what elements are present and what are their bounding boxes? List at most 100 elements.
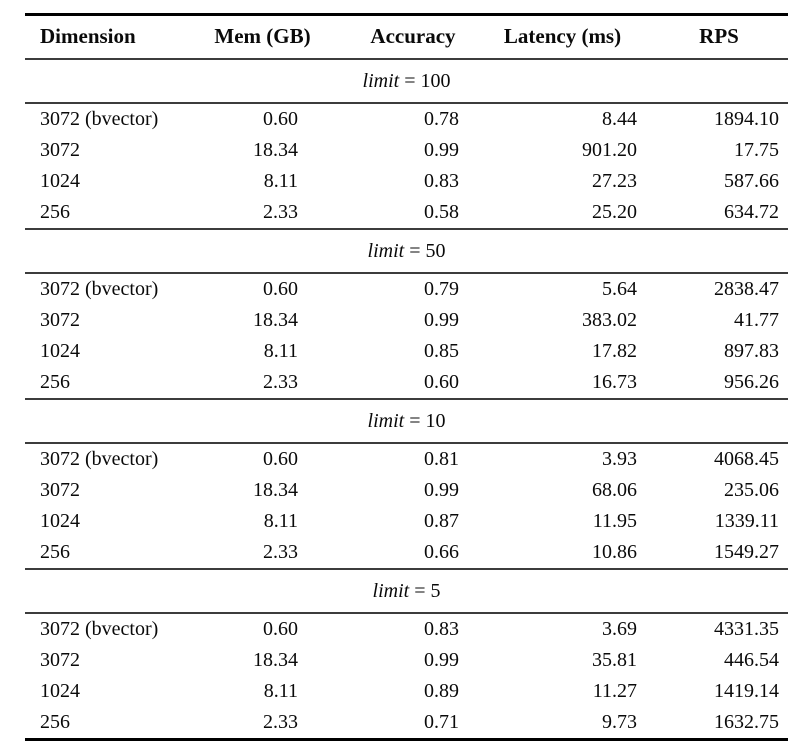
cell-rps: 587.66 [724, 170, 779, 192]
cell-latency: 10.86 [592, 541, 637, 563]
table-row: 3072 (bvector) 0.60 0.81 3.93 4068.45 [25, 443, 788, 475]
cell-latency: 68.06 [592, 479, 637, 501]
table-row: 3072 18.34 0.99 383.02 41.77 [25, 305, 788, 336]
section-header-limit-50: limit = 50 [25, 228, 788, 274]
cell-dimension: 3072 (bvector) [40, 278, 159, 300]
cell-dimension: 1024 [40, 340, 80, 362]
cell-rps: 897.83 [724, 340, 779, 362]
col-header-mem: Mem (GB) [210, 13, 315, 60]
cell-accuracy: 0.87 [424, 510, 459, 532]
col-header-latency: Latency (ms) [475, 13, 650, 60]
section-title-rest: = 10 [409, 410, 446, 432]
table-row: 3072 18.34 0.99 901.20 17.75 [25, 135, 788, 166]
table-row: 3072 18.34 0.99 68.06 235.06 [25, 475, 788, 506]
cell-mem: 0.60 [263, 448, 298, 470]
col-header-rps: RPS [650, 13, 788, 60]
cell-latency: 11.27 [592, 680, 637, 702]
cell-mem: 8.11 [263, 170, 298, 192]
cell-accuracy: 0.83 [424, 170, 459, 192]
cell-rps: 41.77 [734, 309, 779, 331]
cell-accuracy: 0.99 [424, 309, 459, 331]
cell-dimension: 3072 [40, 479, 80, 501]
section-header-limit-5: limit = 5 [25, 568, 788, 614]
cell-dimension: 256 [40, 541, 70, 563]
col-header-accuracy: Accuracy [315, 13, 475, 60]
cell-accuracy: 0.78 [424, 108, 459, 130]
cell-latency: 9.73 [475, 707, 650, 741]
cell-accuracy: 0.85 [424, 340, 459, 362]
cell-rps: 1339.11 [714, 510, 779, 532]
cell-rps: 446.54 [724, 649, 779, 671]
cell-dimension: 3072 (bvector) [40, 448, 159, 470]
cell-mem: 0.60 [263, 278, 298, 300]
table-row: 256 2.33 0.60 16.73 956.26 [25, 367, 788, 399]
cell-latency: 35.81 [592, 649, 637, 671]
cell-mem: 8.11 [263, 510, 298, 532]
cell-mem: 8.11 [263, 680, 298, 702]
cell-dimension: 3072 [40, 309, 80, 331]
section-title-rest: = 100 [404, 70, 451, 92]
cell-rps: 1894.10 [714, 108, 779, 130]
cell-latency: 25.20 [592, 201, 637, 223]
cell-dimension: 3072 (bvector) [40, 618, 159, 640]
cell-accuracy: 0.99 [424, 649, 459, 671]
section-title-var: limit [372, 580, 410, 602]
section-title: limit = 5 [25, 568, 788, 614]
cell-mem: 2.33 [263, 541, 298, 563]
cell-rps: 1549.27 [714, 541, 779, 563]
cell-latency: 3.93 [602, 448, 637, 470]
table-row: 3072 (bvector) 0.60 0.79 5.64 2838.47 [25, 273, 788, 305]
cell-mem: 18.34 [253, 139, 298, 161]
cell-rps: 1632.75 [650, 707, 788, 741]
cell-rps: 4068.45 [714, 448, 779, 470]
cell-latency: 901.20 [582, 139, 637, 161]
section-title-var: limit [362, 70, 400, 92]
cell-rps: 235.06 [724, 479, 779, 501]
cell-dimension: 1024 [40, 510, 80, 532]
cell-accuracy: 0.81 [424, 448, 459, 470]
cell-accuracy: 0.83 [424, 618, 459, 640]
header-row: Dimension Mem (GB) Accuracy Latency (ms)… [25, 13, 788, 60]
cell-latency: 11.95 [592, 510, 637, 532]
table-row: 256 2.33 0.71 9.73 1632.75 [25, 707, 788, 741]
cell-mem: 8.11 [263, 340, 298, 362]
cell-accuracy: 0.89 [424, 680, 459, 702]
table-row: 1024 8.11 0.89 11.27 1419.14 [25, 676, 788, 707]
cell-accuracy: 0.71 [315, 707, 475, 741]
cell-dimension: 1024 [40, 170, 80, 192]
cell-latency: 383.02 [582, 309, 637, 331]
cell-accuracy: 0.58 [424, 201, 459, 223]
table-row: 256 2.33 0.58 25.20 634.72 [25, 197, 788, 229]
section-title: limit = 10 [25, 398, 788, 444]
section-title: limit = 50 [25, 228, 788, 274]
cell-dimension: 256 [25, 707, 210, 741]
cell-mem: 18.34 [253, 309, 298, 331]
section-title-var: limit [367, 240, 405, 262]
cell-mem: 18.34 [253, 479, 298, 501]
cell-accuracy: 0.99 [424, 479, 459, 501]
cell-accuracy: 0.60 [424, 371, 459, 393]
section-header-limit-100: limit = 100 [25, 58, 788, 104]
cell-latency: 5.64 [602, 278, 637, 300]
cell-rps: 17.75 [734, 139, 779, 161]
cell-latency: 3.69 [602, 618, 637, 640]
cell-dimension: 256 [40, 371, 70, 393]
cell-latency: 8.44 [602, 108, 637, 130]
col-header-dimension: Dimension [25, 13, 210, 60]
table-row: 1024 8.11 0.83 27.23 587.66 [25, 166, 788, 197]
cell-accuracy: 0.99 [424, 139, 459, 161]
cell-mem: 0.60 [263, 618, 298, 640]
cell-accuracy: 0.79 [424, 278, 459, 300]
cell-mem: 2.33 [210, 707, 315, 741]
table-row: 3072 (bvector) 0.60 0.78 8.44 1894.10 [25, 103, 788, 135]
table-row: 256 2.33 0.66 10.86 1549.27 [25, 537, 788, 569]
cell-mem: 18.34 [253, 649, 298, 671]
cell-latency: 17.82 [592, 340, 637, 362]
cell-rps: 1419.14 [714, 680, 779, 702]
cell-dimension: 1024 [40, 680, 80, 702]
cell-rps: 4331.35 [714, 618, 779, 640]
cell-rps: 2838.47 [714, 278, 779, 300]
cell-rps: 634.72 [724, 201, 779, 223]
cell-dimension: 3072 (bvector) [40, 108, 159, 130]
